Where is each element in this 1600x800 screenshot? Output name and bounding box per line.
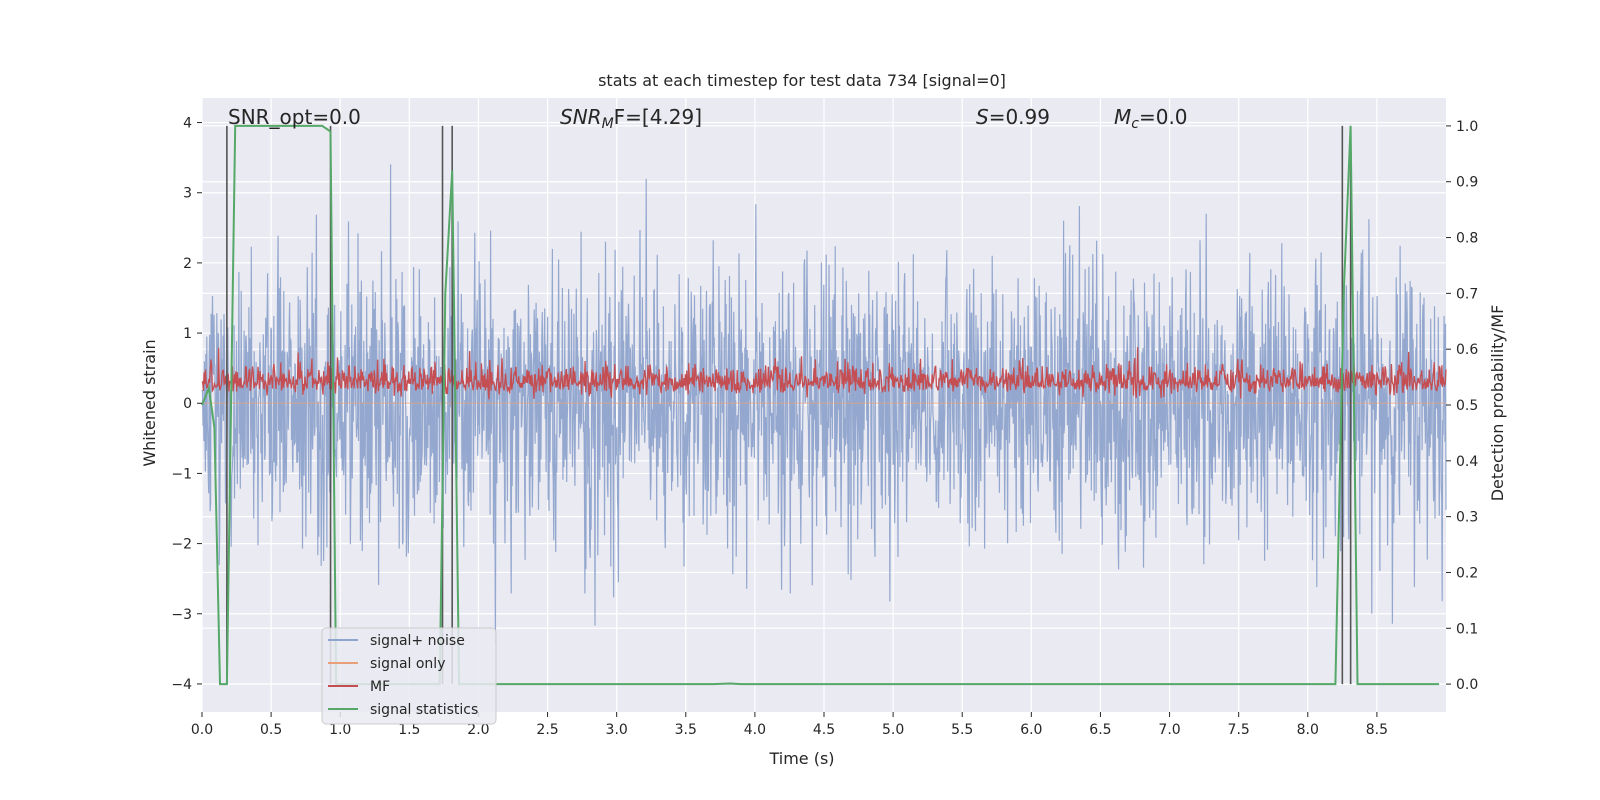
y-axis-right-label: Detection probability/MF <box>1488 305 1507 502</box>
y-right-tick-label-9: 0.9 <box>1456 175 1478 191</box>
x-tick-label-0: 0.0 <box>191 722 213 738</box>
y-right-tick-label-10: 1.0 <box>1456 119 1478 135</box>
x-tick-label-1: 0.5 <box>260 722 282 738</box>
y-left-tick-label-3: −1 <box>171 466 192 482</box>
annotation-snr-mf-main: SNR <box>560 105 602 129</box>
signal-statistics-line <box>201 124 1440 686</box>
x-tick-label-14: 7.0 <box>1158 722 1180 738</box>
annotation-snr-mf-rest: F=[4.29] <box>614 105 702 129</box>
y-left-tick-label-0: −4 <box>171 677 192 693</box>
annotation-s-main: S <box>976 105 989 129</box>
y-left-tick-label-8: 4 <box>183 116 192 132</box>
annotation-snr-opt: SNR_opt=0.0 <box>228 105 361 129</box>
x-tick-label-11: 5.5 <box>951 722 973 738</box>
legend: signal+ noise signal only MF signal stat… <box>321 627 497 725</box>
legend-label-mf: MF <box>370 679 390 695</box>
x-tick-label-5: 2.5 <box>536 722 558 738</box>
y-left-tick-label-4: 0 <box>183 396 192 412</box>
x-axis-label: Time (s) <box>768 749 834 768</box>
y-left-tick-label-7: 3 <box>183 186 192 202</box>
annotation-s: S=0.99 <box>976 105 1050 129</box>
y-right-tick-label-0: 0.0 <box>1456 677 1478 693</box>
y-left-tick-label-5: 1 <box>183 326 192 342</box>
x-tick-label-4: 2.0 <box>467 722 489 738</box>
y-left-tick-label-1: −3 <box>171 607 192 623</box>
x-tick-label-2: 1.0 <box>329 722 351 738</box>
y-right-tick-label-2: 0.2 <box>1456 565 1478 581</box>
legend-label-signal-statistics: signal statistics <box>370 702 478 718</box>
annotation-snr-mf: SNRMF=[4.29] <box>560 105 702 132</box>
x-tick-label-3: 1.5 <box>398 722 420 738</box>
y-axis-left-label: Whitened strain <box>140 339 159 466</box>
y-right-tick-label-6: 0.6 <box>1456 342 1478 358</box>
y-axis-left-ticks: −4 −3 −2 −1 0 1 2 3 4 <box>171 116 202 693</box>
y-right-tick-label-3: 0.3 <box>1456 510 1478 526</box>
signal-statistics-series <box>201 124 1440 686</box>
y-left-tick-label-6: 2 <box>183 256 192 272</box>
x-tick-label-10: 5.0 <box>882 722 904 738</box>
x-tick-label-9: 4.5 <box>813 722 835 738</box>
mf-series <box>201 347 1447 400</box>
annotation-s-rest: =0.99 <box>989 105 1050 129</box>
y-right-tick-label-8: 0.8 <box>1456 231 1478 247</box>
annotation-mc-sub: c <box>1131 116 1139 132</box>
y-left-tick-label-2: −2 <box>171 537 192 553</box>
x-tick-label-16: 8.0 <box>1297 722 1319 738</box>
x-tick-label-6: 3.0 <box>606 722 628 738</box>
x-tick-label-12: 6.0 <box>1020 722 1042 738</box>
y-right-tick-label-5: 0.5 <box>1456 398 1478 414</box>
x-tick-label-8: 4.0 <box>744 722 766 738</box>
x-tick-label-17: 8.5 <box>1366 722 1388 738</box>
annotation-snr-mf-sub: M <box>602 116 614 132</box>
legend-box <box>321 627 497 725</box>
annotation-mc-main: M <box>1114 105 1131 129</box>
x-tick-label-13: 6.5 <box>1089 722 1111 738</box>
y-right-tick-label-1: 0.1 <box>1456 621 1478 637</box>
mf-line <box>201 347 1447 400</box>
y-right-tick-label-7: 0.7 <box>1456 286 1478 302</box>
chart-title: stats at each timestep for test data 734… <box>598 71 1006 90</box>
y-right-tick-label-4: 0.4 <box>1456 454 1478 470</box>
x-tick-label-7: 3.5 <box>675 722 697 738</box>
x-tick-label-15: 7.5 <box>1228 722 1250 738</box>
x-axis-ticks: 0.0 0.5 1.0 1.5 2.0 2.5 3.0 3.5 4.0 4.5 5.0 5.5 6.0 6… <box>191 712 1388 738</box>
legend-label-signal-noise: signal+ noise <box>370 633 465 649</box>
annotation-mc-rest: =0.0 <box>1139 105 1188 129</box>
legend-label-signal-only: signal only <box>370 656 445 672</box>
annotation-mc: Mc=0.0 <box>1114 105 1188 132</box>
y-axis-right-ticks: 0.0 0.1 0.2 0.3 0.4 0.5 0.6 0.7 0.8 0.9 1.0 <box>1446 119 1478 693</box>
